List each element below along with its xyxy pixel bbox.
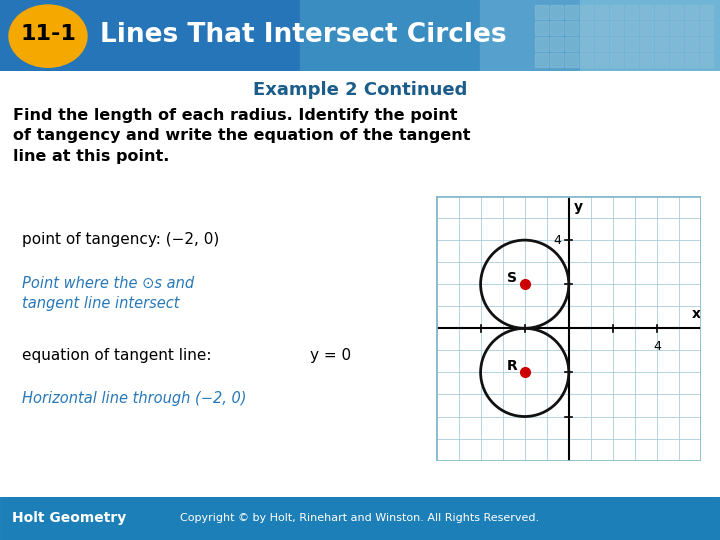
- Bar: [670, 53, 683, 68]
- Text: equation of tangent line:: equation of tangent line:: [22, 348, 216, 363]
- Text: Horizontal line through (−2, 0): Horizontal line through (−2, 0): [22, 392, 246, 407]
- Bar: [655, 5, 668, 19]
- Bar: [595, 5, 608, 19]
- Bar: [595, 37, 608, 51]
- Bar: [535, 37, 548, 51]
- Bar: [300, 0, 720, 71]
- Bar: [610, 5, 623, 19]
- Bar: [640, 21, 653, 35]
- Bar: [700, 21, 713, 35]
- Bar: [565, 5, 578, 19]
- Bar: [480, 0, 720, 71]
- Bar: [700, 5, 713, 19]
- Text: R: R: [507, 359, 518, 373]
- Text: Example 2 Continued: Example 2 Continued: [253, 80, 467, 99]
- Ellipse shape: [9, 5, 87, 68]
- Bar: [625, 21, 638, 35]
- Bar: [550, 37, 563, 51]
- Bar: [655, 53, 668, 68]
- Bar: [595, 21, 608, 35]
- Bar: [670, 21, 683, 35]
- Text: Holt Geometry: Holt Geometry: [12, 511, 126, 525]
- Bar: [685, 37, 698, 51]
- Bar: [670, 5, 683, 19]
- Bar: [565, 37, 578, 51]
- Bar: [625, 5, 638, 19]
- Bar: [580, 21, 593, 35]
- Bar: [655, 37, 668, 51]
- Text: S: S: [507, 271, 517, 285]
- Text: 11-1: 11-1: [20, 24, 76, 44]
- Bar: [580, 37, 593, 51]
- Bar: [550, 21, 563, 35]
- Bar: [640, 37, 653, 51]
- Bar: [565, 53, 578, 68]
- Bar: [535, 53, 548, 68]
- Bar: [700, 53, 713, 68]
- Bar: [580, 5, 593, 19]
- Bar: [550, 53, 563, 68]
- Bar: [625, 37, 638, 51]
- Bar: [700, 37, 713, 51]
- Text: 4: 4: [553, 234, 561, 247]
- Bar: [595, 53, 608, 68]
- Text: x: x: [692, 307, 701, 321]
- Bar: [610, 53, 623, 68]
- Text: Find the length of each radius. Identify the point
of tangency and write the equ: Find the length of each radius. Identify…: [13, 108, 470, 164]
- Bar: [640, 5, 653, 19]
- Bar: [535, 21, 548, 35]
- Bar: [625, 53, 638, 68]
- Bar: [670, 37, 683, 51]
- Bar: [610, 21, 623, 35]
- Text: Lines That Intersect Circles: Lines That Intersect Circles: [100, 22, 507, 48]
- Text: Point where the ⊙s and
tangent line intersect: Point where the ⊙s and tangent line inte…: [22, 275, 194, 312]
- Bar: [640, 53, 653, 68]
- Bar: [565, 21, 578, 35]
- Text: y: y: [575, 200, 583, 214]
- Bar: [580, 0, 720, 71]
- Bar: [685, 53, 698, 68]
- Text: 4: 4: [653, 340, 661, 354]
- Bar: [610, 37, 623, 51]
- Text: point of tangency: (−2, 0): point of tangency: (−2, 0): [22, 232, 219, 247]
- Text: y = 0: y = 0: [310, 348, 351, 363]
- Bar: [580, 53, 593, 68]
- Bar: [535, 5, 548, 19]
- Bar: [685, 21, 698, 35]
- Bar: [685, 5, 698, 19]
- Bar: [436, 196, 701, 461]
- Bar: [550, 5, 563, 19]
- Bar: [655, 21, 668, 35]
- Text: Copyright © by Holt, Rinehart and Winston. All Rights Reserved.: Copyright © by Holt, Rinehart and Winsto…: [181, 513, 539, 523]
